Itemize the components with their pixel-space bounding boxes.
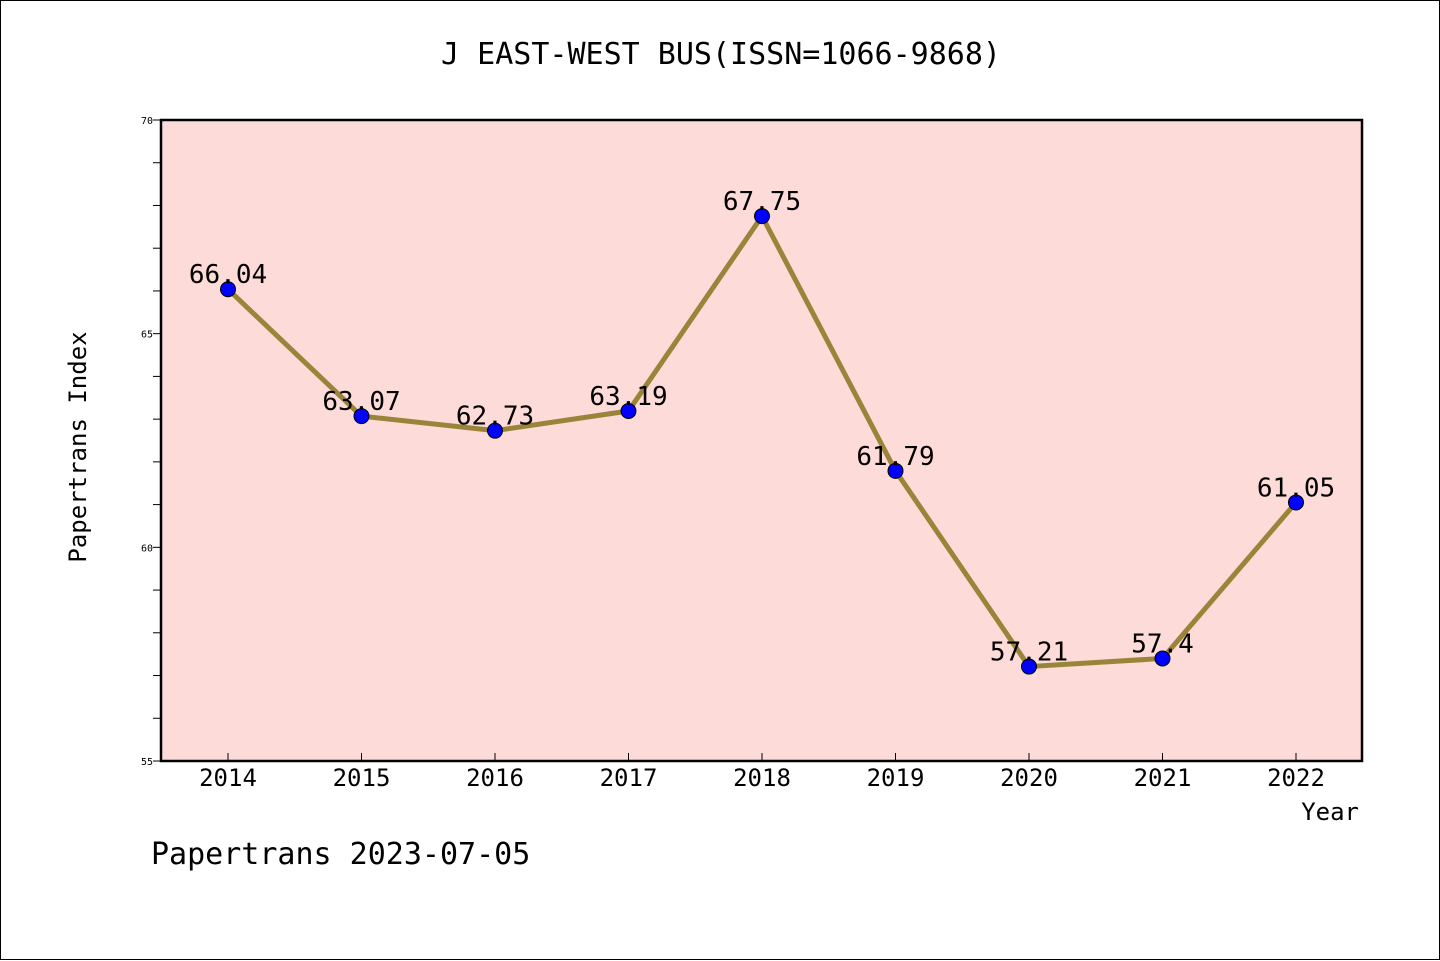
y-tick-label: 55 bbox=[141, 757, 153, 768]
data-label: 67.75 bbox=[723, 187, 801, 217]
data-point bbox=[620, 403, 637, 420]
x-tick-label: 2021 bbox=[1134, 764, 1192, 792]
data-label: 57.21 bbox=[990, 638, 1068, 668]
footer-stamp: Papertrans 2023-07-05 bbox=[151, 837, 531, 872]
data-label: 66.04 bbox=[189, 260, 267, 290]
x-tick-label: 2016 bbox=[466, 764, 524, 792]
data-label: 61.05 bbox=[1257, 473, 1335, 503]
x-tick-label: 2022 bbox=[1267, 764, 1325, 792]
data-point bbox=[353, 408, 370, 425]
data-label: 61.79 bbox=[856, 442, 934, 472]
data-label: 63.19 bbox=[589, 382, 667, 412]
x-tick-label: 2014 bbox=[199, 764, 257, 792]
data-label: 63.07 bbox=[322, 387, 400, 417]
data-label: 57.4 bbox=[1131, 629, 1194, 659]
x-axis-label: Year bbox=[1301, 798, 1359, 826]
y-tick-label: 70 bbox=[141, 116, 153, 127]
x-tick-label: 2015 bbox=[333, 764, 391, 792]
data-label: 62.73 bbox=[456, 402, 534, 432]
y-tick-label: 65 bbox=[141, 330, 153, 341]
data-point bbox=[1021, 658, 1037, 675]
x-tick-label: 2019 bbox=[867, 764, 925, 792]
data-point bbox=[220, 281, 236, 298]
data-point bbox=[887, 462, 904, 479]
plot-border bbox=[159, 118, 1364, 763]
y-tick-label: 60 bbox=[141, 543, 153, 554]
x-tick-label: 2017 bbox=[600, 764, 658, 792]
x-tick-label: 2020 bbox=[1000, 764, 1058, 792]
chart-title: J EAST-WEST BUS(ISSN=1066-9868) bbox=[441, 37, 1001, 72]
x-tick-label: 2018 bbox=[733, 764, 791, 792]
data-point bbox=[1288, 494, 1304, 511]
data-point bbox=[754, 208, 770, 225]
data-point bbox=[487, 422, 503, 439]
data-point bbox=[1154, 650, 1171, 667]
